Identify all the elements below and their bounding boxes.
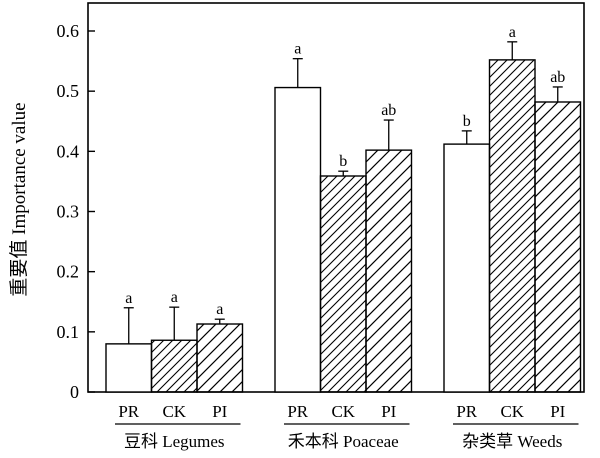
significance-letter: a — [125, 290, 132, 307]
category-label: 禾本科 Poaceae — [288, 432, 399, 451]
bar — [443, 143, 491, 393]
significance-letter: ab — [550, 69, 565, 86]
treatment-label: PI — [550, 402, 565, 421]
significance-letter: a — [294, 41, 301, 58]
treatment-label: CK — [331, 402, 355, 421]
treatment-label: CK — [500, 402, 524, 421]
y-tick-label: 0.3 — [57, 202, 80, 222]
y-tick-label: 0.2 — [57, 262, 80, 282]
treatment-label: PI — [381, 402, 396, 421]
category-label: 杂类草 Weeds — [462, 432, 562, 451]
y-tick-label: 0 — [70, 382, 79, 402]
treatment-label: PI — [212, 402, 227, 421]
bar — [534, 101, 582, 393]
treatment-label: PR — [456, 402, 477, 421]
treatment-label: PR — [118, 402, 139, 421]
bar — [105, 343, 153, 393]
significance-letter: ab — [381, 102, 396, 119]
significance-letter: b — [339, 153, 347, 170]
y-axis-label: 重要值 Importance value — [8, 102, 30, 296]
significance-letter: a — [509, 24, 516, 41]
bar — [365, 149, 413, 393]
bar — [488, 59, 536, 393]
category-label: 豆科 Legumes — [124, 432, 225, 451]
bar — [150, 339, 198, 393]
y-tick-label: 0.4 — [57, 141, 80, 161]
significance-letter: a — [171, 289, 178, 306]
bar — [274, 86, 322, 393]
significance-letter: a — [216, 301, 223, 318]
bar — [196, 323, 244, 393]
treatment-label: PR — [287, 402, 308, 421]
treatment-label: CK — [162, 402, 186, 421]
y-tick-label: 0.6 — [57, 21, 80, 41]
bar — [319, 175, 367, 393]
y-tick-label: 0.1 — [57, 322, 80, 342]
significance-letter: b — [463, 113, 471, 130]
y-tick-label: 0.5 — [57, 81, 80, 101]
